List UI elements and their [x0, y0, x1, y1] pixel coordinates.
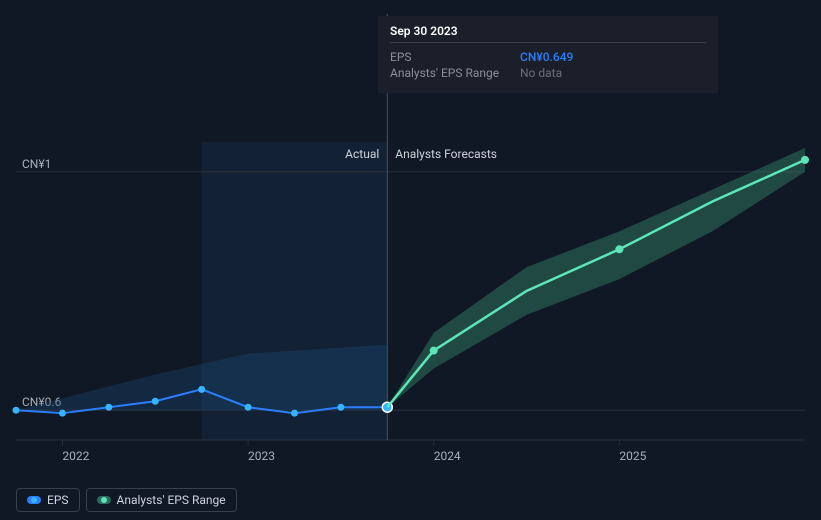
chart-tooltip: Sep 30 2023 EPS CN¥0.649 Analysts' EPS R… — [378, 16, 718, 93]
legend-swatch-range — [97, 496, 111, 504]
eps-point[interactable] — [13, 407, 20, 414]
tooltip-label: EPS — [390, 50, 520, 64]
y-tick-label: CN¥1 — [22, 157, 51, 171]
legend-item-eps[interactable]: EPS — [16, 488, 80, 512]
tooltip-value: CN¥0.649 — [520, 50, 573, 64]
legend-swatch-eps — [27, 496, 41, 504]
x-tick-label: 2023 — [248, 449, 275, 463]
forecast-point[interactable] — [430, 347, 438, 355]
legend-item-range[interactable]: Analysts' EPS Range — [86, 488, 237, 512]
x-tick-label: 2025 — [619, 449, 646, 463]
region-label-forecast: Analysts Forecasts — [395, 147, 497, 161]
tooltip-row-eps: EPS CN¥0.649 — [390, 49, 706, 65]
tooltip-row-range: Analysts' EPS Range No data — [390, 65, 706, 81]
eps-point[interactable] — [337, 404, 344, 411]
legend-label: Analysts' EPS Range — [117, 493, 226, 507]
x-tick-label: 2022 — [62, 449, 89, 463]
forecast-point[interactable] — [615, 245, 623, 253]
forecast-point[interactable] — [801, 156, 809, 164]
region-label-actual: Actual — [345, 147, 379, 161]
tooltip-label: Analysts' EPS Range — [390, 66, 520, 80]
eps-point[interactable] — [245, 404, 252, 411]
legend-label: EPS — [47, 493, 69, 507]
tooltip-date: Sep 30 2023 — [390, 24, 706, 43]
eps-point[interactable] — [198, 386, 205, 393]
eps-point[interactable] — [291, 410, 298, 417]
eps-point[interactable] — [152, 398, 159, 405]
tooltip-value: No data — [520, 66, 562, 80]
eps-point[interactable] — [105, 404, 112, 411]
x-tick-label: 2024 — [434, 449, 461, 463]
eps-point[interactable] — [59, 410, 66, 417]
chart-legend: EPS Analysts' EPS Range — [16, 488, 237, 512]
